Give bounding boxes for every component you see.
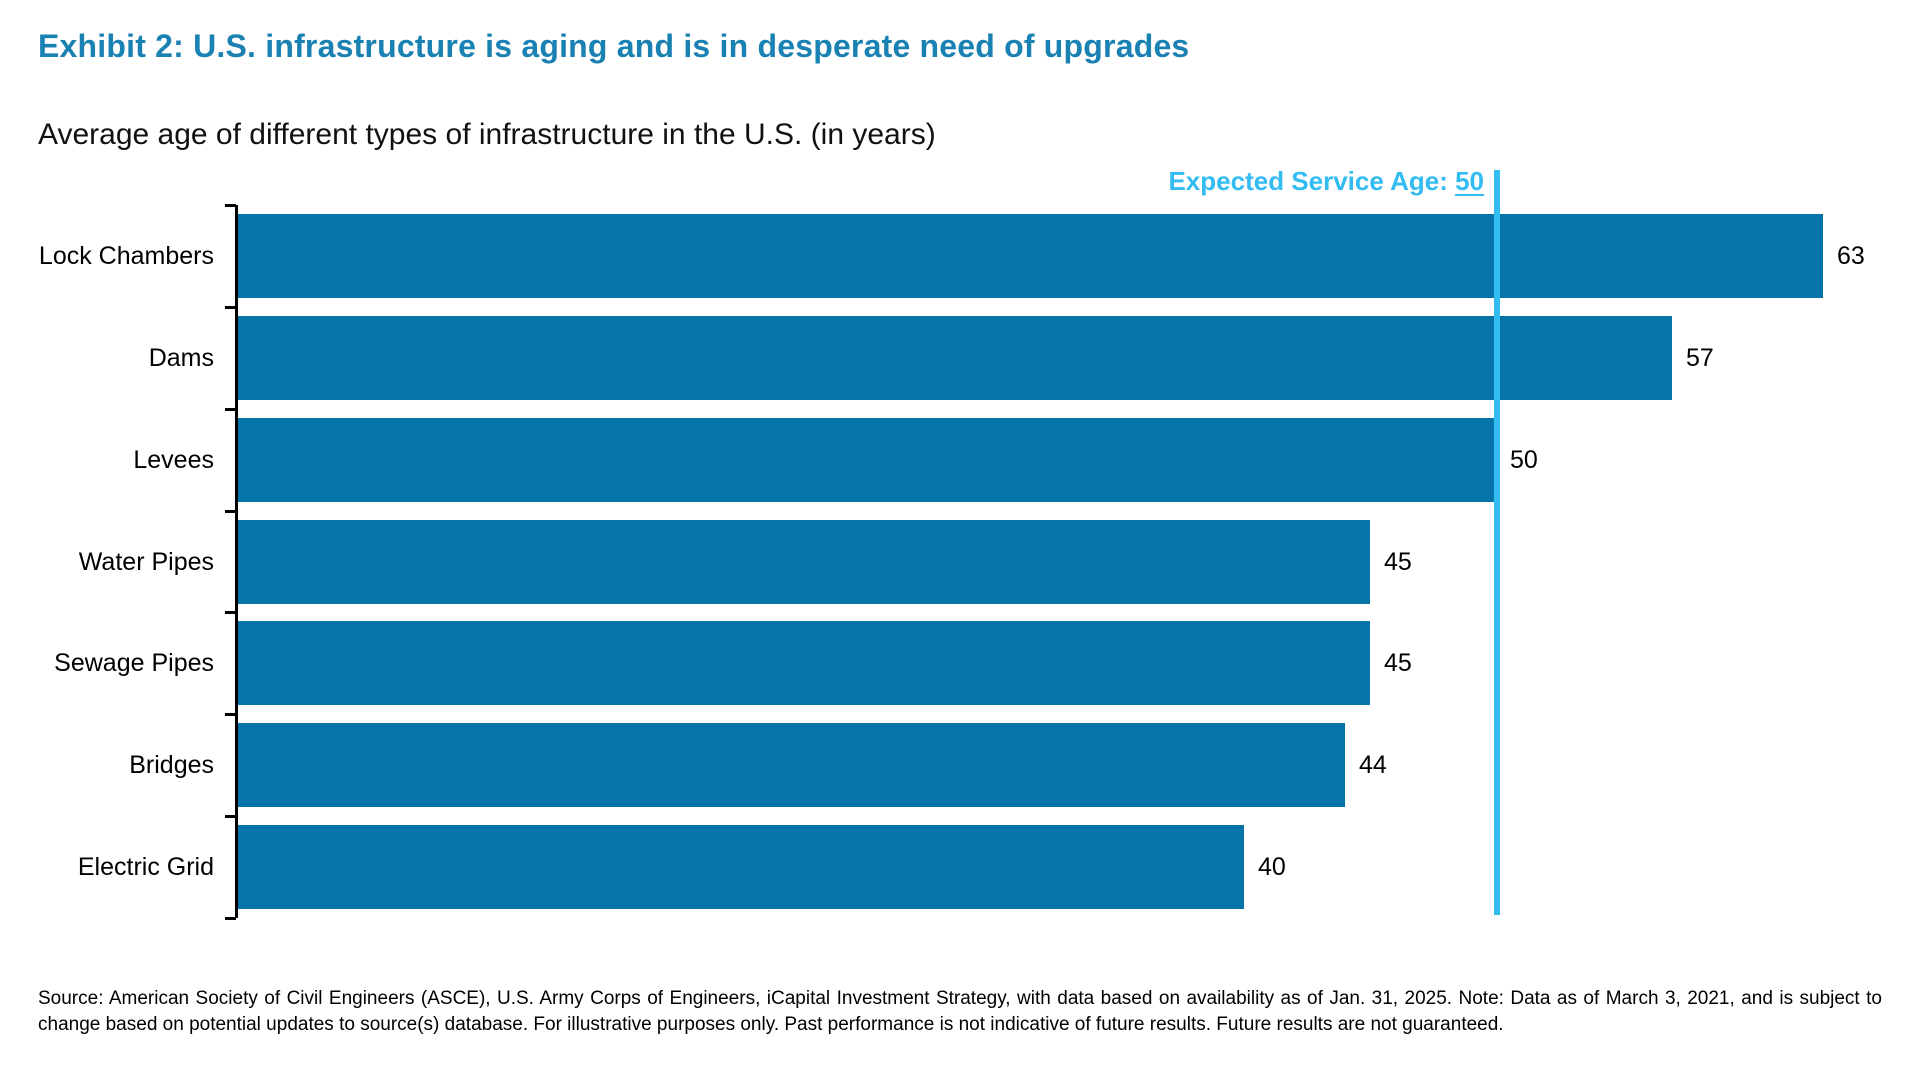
- category-label: Water Pipes: [78, 547, 214, 576]
- chart-subtitle: Average age of different types of infras…: [38, 118, 936, 151]
- category-label: Electric Grid: [77, 852, 214, 881]
- source-note: Source: American Society of Civil Engine…: [38, 988, 1882, 1035]
- plot-area: 63 57 50 45 45 44 40: [238, 205, 1865, 918]
- axis-tick: [225, 917, 236, 920]
- axis-tick: [225, 408, 236, 411]
- category-label: Bridges: [129, 750, 214, 779]
- reference-label-prefix: Expected Service Age:: [1168, 166, 1456, 196]
- bar-value-label: 50: [1510, 445, 1538, 474]
- category-label: Sewage Pipes: [54, 648, 214, 677]
- axis-tick: [225, 611, 236, 614]
- axis-tick: [225, 306, 236, 309]
- reference-label-value: 50: [1455, 166, 1484, 196]
- bar-value-label: 44: [1359, 750, 1387, 779]
- category-label: Lock Chambers: [38, 241, 214, 270]
- bar-value-label: 45: [1384, 547, 1412, 576]
- y-axis-line: [235, 205, 238, 918]
- axis-tick: [225, 713, 236, 716]
- bar-value-label: 45: [1384, 648, 1412, 677]
- axis-tick: [225, 815, 236, 818]
- axis-tick: [225, 204, 236, 207]
- category-label: Levees: [133, 445, 214, 474]
- bar-bridges: [238, 723, 1345, 807]
- bar-water-pipes: [238, 520, 1370, 604]
- axis-tick: [225, 510, 236, 513]
- bar-sewage-pipes: [238, 621, 1370, 705]
- category-label: Dams: [148, 343, 214, 372]
- chart-title: Exhibit 2: U.S. infrastructure is aging …: [38, 28, 1190, 64]
- reference-line-label: Expected Service Age: 50: [1168, 166, 1484, 197]
- category-axis: Lock Chambers Dams Levees Water Pipes Sewage…: [0, 205, 214, 918]
- bar-lock-chambers: [238, 214, 1823, 298]
- reference-line: [1494, 170, 1500, 915]
- bar-value-label: 40: [1258, 852, 1286, 881]
- bar-dams: [238, 316, 1672, 400]
- bar-value-label: 63: [1837, 241, 1865, 270]
- bar-value-label: 57: [1686, 343, 1714, 372]
- bar-levees: [238, 418, 1496, 502]
- bar-electric-grid: [238, 825, 1244, 909]
